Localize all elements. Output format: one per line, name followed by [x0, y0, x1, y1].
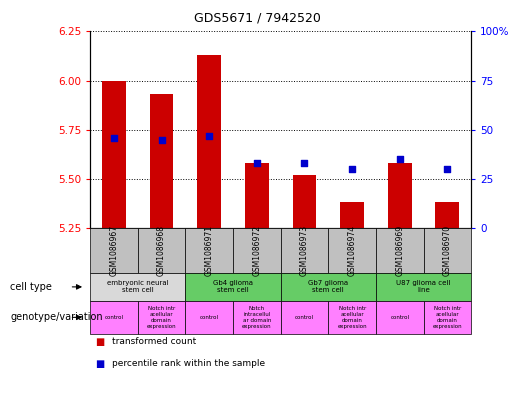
- Text: GSM1086968: GSM1086968: [157, 225, 166, 276]
- Text: Gb4 glioma
stem cell: Gb4 glioma stem cell: [213, 280, 253, 294]
- Point: [396, 156, 404, 162]
- Text: cell type: cell type: [10, 282, 52, 292]
- Point: [300, 160, 308, 166]
- Bar: [293, 175, 316, 228]
- Bar: [102, 81, 126, 228]
- Text: transformed count: transformed count: [112, 338, 196, 346]
- Text: control: control: [200, 315, 219, 320]
- Text: ■: ■: [95, 337, 105, 347]
- Text: Notch intr
acellular
domain
expression: Notch intr acellular domain expression: [147, 306, 177, 329]
- Point: [443, 166, 452, 172]
- Text: GSM1086971: GSM1086971: [205, 225, 214, 276]
- Text: ■: ■: [95, 358, 105, 369]
- Text: control: control: [105, 315, 124, 320]
- Bar: [197, 55, 221, 228]
- Text: U87 glioma cell
line: U87 glioma cell line: [397, 280, 451, 294]
- Text: Notch intr
acellular
domain
expression: Notch intr acellular domain expression: [433, 306, 462, 329]
- Bar: [388, 163, 411, 228]
- Bar: [436, 202, 459, 228]
- Text: GSM1086970: GSM1086970: [443, 225, 452, 276]
- Text: embryonic neural
stem cell: embryonic neural stem cell: [107, 280, 168, 294]
- Point: [158, 136, 166, 143]
- Point: [205, 132, 213, 139]
- Text: Gb7 glioma
stem cell: Gb7 glioma stem cell: [308, 280, 348, 294]
- Text: genotype/variation: genotype/variation: [10, 312, 103, 322]
- Text: control: control: [295, 315, 314, 320]
- Text: GSM1086973: GSM1086973: [300, 225, 309, 276]
- Text: GSM1086974: GSM1086974: [348, 225, 356, 276]
- Bar: [245, 163, 269, 228]
- Point: [110, 134, 118, 141]
- Point: [348, 166, 356, 172]
- Text: Notch intr
acellular
domain
expression: Notch intr acellular domain expression: [337, 306, 367, 329]
- Text: percentile rank within the sample: percentile rank within the sample: [112, 359, 265, 368]
- Bar: [150, 94, 174, 228]
- Text: Notch
intracellul
ar domain
expression: Notch intracellul ar domain expression: [242, 306, 272, 329]
- Text: GSM1086972: GSM1086972: [252, 225, 261, 276]
- Text: control: control: [390, 315, 409, 320]
- Text: GSM1086969: GSM1086969: [396, 225, 404, 276]
- Text: GDS5671 / 7942520: GDS5671 / 7942520: [194, 12, 321, 25]
- Bar: [340, 202, 364, 228]
- Text: GSM1086967: GSM1086967: [110, 225, 118, 276]
- Point: [253, 160, 261, 166]
